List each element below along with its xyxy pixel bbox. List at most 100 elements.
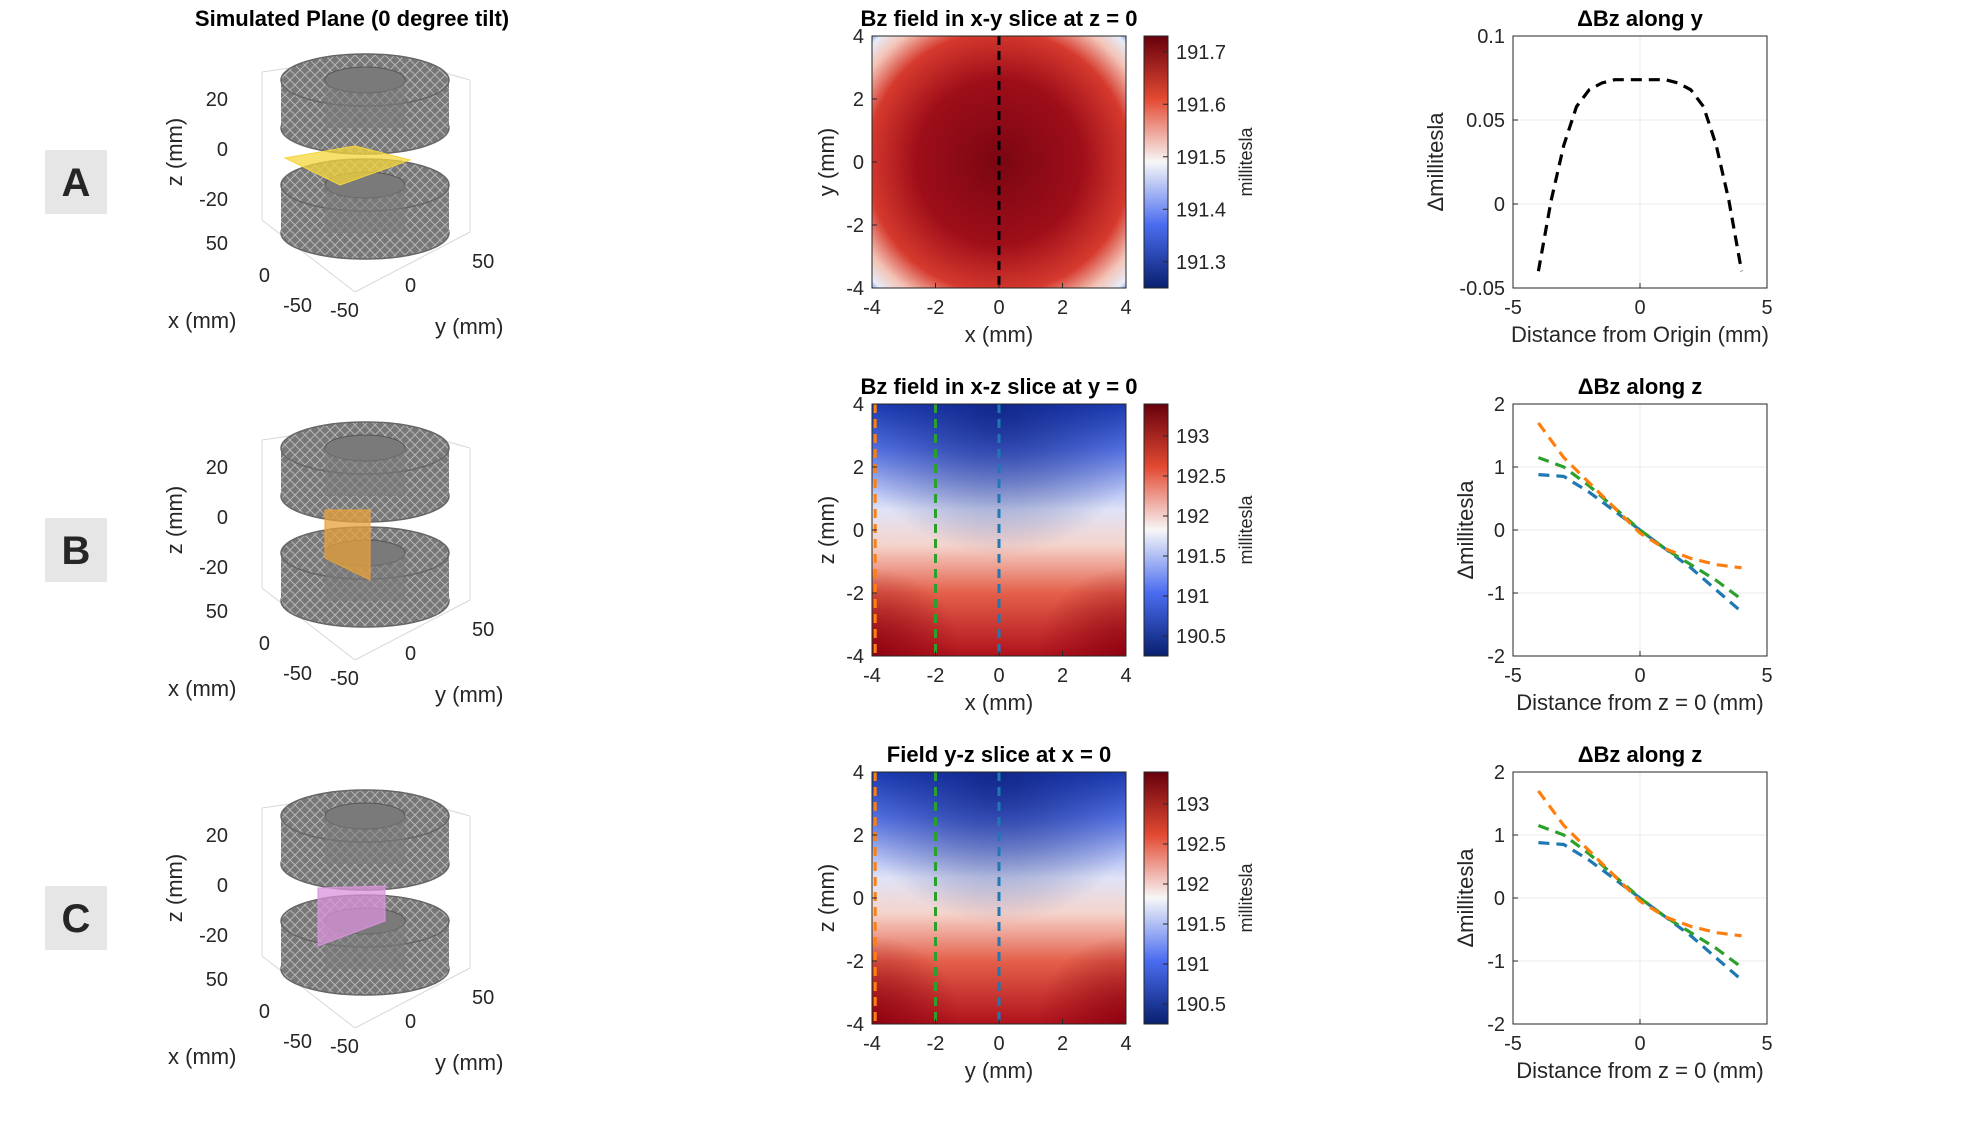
y-tick-label: -50 [330,1036,359,1058]
x-tick-label: 0 [1634,297,1645,319]
z-tick-label: -20 [199,189,228,211]
y-tick-label: 1 [1494,825,1505,847]
series-line [1537,824,1743,969]
y-tick-label: -1 [1487,583,1505,605]
chart-y-label: Δmillitesla [1453,480,1478,580]
colorbar-tick-label: 191.5 [1176,147,1226,169]
heatmap-x-label: x (mm) [965,322,1033,347]
y-tick-label: 0.05 [1466,110,1505,132]
heatmap-x-label: y (mm) [965,1058,1033,1083]
y-tick-label: 2 [853,457,864,479]
x-tick-label: 4 [1120,665,1131,687]
colorbar-tick-label: 191 [1176,586,1209,608]
y-tick-label: -4 [846,278,864,300]
x-tick-label: 0 [259,1001,270,1023]
y-tick-label: -0.05 [1459,278,1505,300]
magnet-ring-top [280,789,450,891]
y-axis-label: y (mm) [435,682,503,707]
y-tick-label: 0 [853,520,864,542]
heatmap-panel: Field y-z slice at x = 0 -4 -2 0 2 4 4 2 0 -2 -4 y … [814,742,1256,1083]
x-tick-label: 0 [993,665,1004,687]
x-tick-label: -5 [1504,297,1522,319]
x-tick-label: 5 [1761,297,1772,319]
heatmap-title: Bz field in x-z slice at y = 0 [861,374,1138,399]
y-tick-label: 0.1 [1477,26,1505,48]
colorbar-label: millitesla [1236,863,1256,933]
y-tick-label: 0 [1494,194,1505,216]
x-tick-label: -50 [283,1031,312,1053]
magnet-3d-panel: 20 0 -20 z (mm) 50 0 -50 x (mm) -50 0 50 y (mm) [162,421,503,707]
series-line [1537,456,1743,601]
x-tick-label: 0 [993,1033,1004,1055]
chart-title: ΔBz along z [1578,374,1703,399]
colorbar-tick-label: 191.6 [1176,94,1226,116]
chart-title: ΔBz along y [1577,6,1704,31]
x-tick-label: -4 [863,665,881,687]
z-tick-label: 0 [217,507,228,529]
y-tick-label: 0 [405,643,416,665]
x-tick-label: -2 [927,665,945,687]
chart-title: ΔBz along z [1578,742,1703,767]
chart-x-label: Distance from Origin (mm) [1511,322,1769,347]
y-tick-label: -2 [846,215,864,237]
x-tick-label: 50 [206,233,228,255]
y-tick-label: -4 [846,1014,864,1036]
colorbar [1143,35,1169,289]
chart-y-label: Δmillitesla [1453,848,1478,948]
panel3d-title: Simulated Plane (0 degree tilt) [195,6,509,31]
y-tick-label: 50 [472,251,494,273]
y-tick-label: 4 [853,26,864,48]
y-tick-label: -50 [330,668,359,690]
colorbar-label: millitesla [1236,495,1256,565]
colorbar-tick-label: 192.5 [1176,834,1226,856]
colorbar-tick-label: 191.5 [1176,914,1226,936]
x-tick-label: 5 [1761,1033,1772,1055]
y-axis-label: y (mm) [435,314,503,339]
y-tick-label: -1 [1487,951,1505,973]
y-tick-label: 2 [1494,394,1505,416]
y-tick-label: -50 [330,300,359,322]
y-tick-label: 50 [472,619,494,641]
x-tick-label: -50 [283,295,312,317]
colorbar-tick-label: 193 [1176,794,1209,816]
heatmap-y-label: z (mm) [814,496,839,564]
x-tick-label: 4 [1120,1033,1131,1055]
simulated-plane [317,885,386,947]
y-tick-label: -4 [846,646,864,668]
x-tick-label: -5 [1504,665,1522,687]
x-tick-label: -4 [863,297,881,319]
series-line [1536,78,1744,272]
y-tick-label: 4 [853,762,864,784]
colorbar [1143,403,1169,657]
x-tick-label: 0 [259,633,270,655]
axis-box-edge [354,231,471,293]
heatmap-y-label: y (mm) [814,128,839,196]
chart-x-label: Distance from z = 0 (mm) [1516,690,1764,715]
y-tick-label: 0 [1494,888,1505,910]
x-axis-label: x (mm) [168,308,236,333]
heatmap-x-label: x (mm) [965,690,1033,715]
line-chart-panel: ΔBz along z -5 0 5 2 1 0 -1 -2 Distance from z = … [1453,374,1773,715]
colorbar-tick-label: 190.5 [1176,626,1226,648]
magnet-ring-top [280,53,450,155]
colorbar-tick-label: 193 [1176,426,1209,448]
y-tick-label: 2 [1494,762,1505,784]
x-tick-label: -5 [1504,1033,1522,1055]
x-tick-label: 0 [259,265,270,287]
colorbar-tick-label: 192.5 [1176,466,1226,488]
x-tick-label: 0 [1634,1033,1645,1055]
colorbar-tick-label: 191.7 [1176,42,1226,64]
y-tick-label: 2 [853,89,864,111]
series-line [1537,789,1742,938]
y-tick-label: 0 [853,152,864,174]
colorbar-tick-label: 192 [1176,506,1209,528]
simulated-plane [283,145,412,186]
y-tick-label: 50 [472,987,494,1009]
axis-box-edge [354,599,471,661]
chart-y-label: Δmillitesla [1423,112,1448,212]
z-tick-label: 0 [217,875,228,897]
axis-box-edge [261,219,356,293]
